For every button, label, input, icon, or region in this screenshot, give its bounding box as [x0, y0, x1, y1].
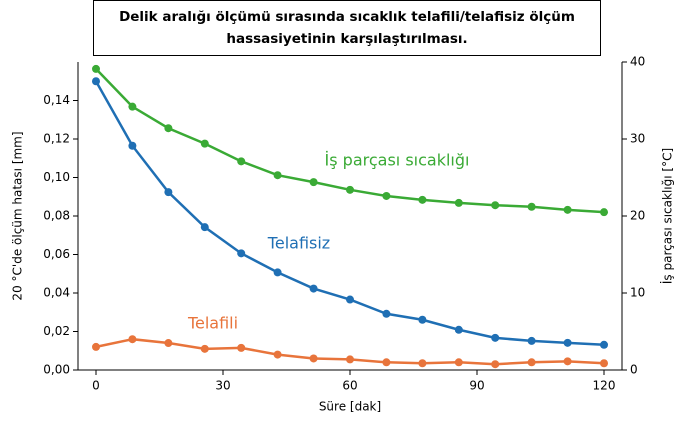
data-point: [600, 208, 609, 217]
y-tick-label: 0,04: [43, 286, 70, 300]
data-point: [164, 188, 173, 197]
data-point: [273, 171, 282, 180]
data-point: [128, 141, 137, 150]
series-line: [94, 80, 605, 347]
y2-tick-label: 30: [630, 132, 645, 146]
data-point: [491, 360, 500, 369]
data-point: [128, 335, 137, 344]
data-point: [273, 350, 282, 359]
y-tick-label: 0,14: [43, 93, 70, 107]
data-point: [164, 339, 173, 348]
x-tick-label: 60: [342, 379, 357, 393]
y2-tick-label: 0: [630, 363, 638, 377]
data-point: [309, 178, 318, 187]
data-point: [454, 358, 463, 367]
x-tick-label: 120: [593, 379, 616, 393]
data-point: [454, 325, 463, 334]
data-point: [563, 338, 572, 347]
data-point: [527, 336, 536, 345]
y-tick-label: 0,10: [43, 170, 70, 184]
data-point: [237, 249, 246, 258]
series-label: Telafili: [187, 314, 238, 333]
data-point: [273, 268, 282, 277]
x-tick-label: 30: [215, 379, 230, 393]
data-point: [382, 358, 391, 367]
data-point: [491, 333, 500, 342]
data-point: [418, 195, 427, 204]
data-point: [418, 359, 427, 368]
data-point: [164, 124, 173, 133]
data-point: [200, 223, 209, 232]
data-point: [600, 340, 609, 349]
data-point: [563, 205, 572, 214]
data-point: [200, 344, 209, 353]
data-point: [382, 191, 391, 200]
data-point: [309, 284, 318, 293]
y2-tick-label: 20: [630, 209, 645, 223]
data-point: [91, 77, 100, 86]
data-point: [237, 157, 246, 166]
y-tick-label: 0,00: [43, 363, 70, 377]
series-label: Telafisiz: [267, 234, 330, 253]
data-point: [491, 201, 500, 210]
y-tick-label: 0,06: [43, 247, 70, 261]
data-point: [527, 358, 536, 367]
data-point: [454, 198, 463, 207]
data-point: [563, 357, 572, 366]
data-point: [346, 185, 354, 194]
y2-tick-label: 10: [630, 286, 645, 300]
y-tick-label: 0,08: [43, 209, 70, 223]
y2-tick-label: 40: [630, 55, 645, 69]
data-point: [91, 64, 100, 73]
data-point: [309, 354, 318, 363]
y2-axis-label: İş parçası sıcaklığı [°C]: [660, 148, 675, 284]
data-point: [527, 202, 536, 211]
y-tick-label: 0,12: [43, 132, 70, 146]
x-tick-label: 0: [92, 379, 100, 393]
x-axis-label: Süre [dak]: [319, 400, 381, 414]
data-point: [128, 102, 137, 111]
data-point: [418, 315, 427, 324]
series-label: İş parçası sıcaklığı: [325, 151, 470, 170]
data-point: [91, 342, 100, 351]
data-point: [346, 355, 354, 364]
data-point: [237, 343, 246, 352]
data-point: [200, 139, 209, 148]
y-axis-label: 20 °C'de ölçüm hatası [mm]: [11, 131, 25, 300]
data-point: [382, 309, 391, 318]
x-tick-label: 90: [469, 379, 484, 393]
y-tick-label: 0,02: [43, 324, 70, 338]
chart-title: Delik aralığı ölçümü sırasında sıcaklık …: [93, 0, 601, 56]
data-point: [600, 359, 609, 368]
data-point: [346, 295, 354, 304]
